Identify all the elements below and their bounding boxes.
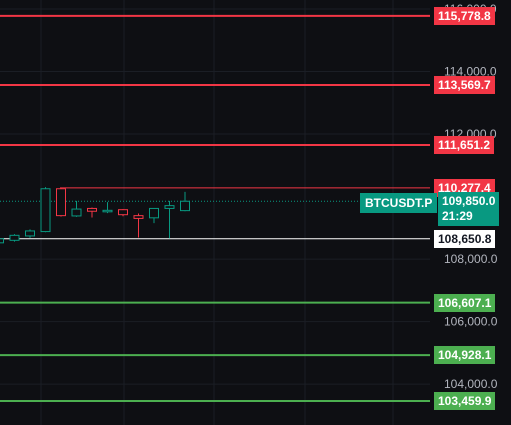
candle [149,207,159,224]
price-tick-label: 114,000.0 [444,65,497,79]
candle-body [87,207,97,212]
candle-body [71,208,82,217]
horizontal-line-price-label: 108,650.8 [434,229,496,248]
candle [180,191,190,212]
candle [118,209,128,217]
candle [164,200,175,239]
price-tick-label: 104,000.0 [444,377,498,391]
candle [102,202,113,214]
horizontal-levels[interactable] [0,14,430,403]
resistance-price-label: 115,778.8 [434,6,495,25]
bar-countdown: 21:29 [442,209,473,223]
support-price-label: 106,607.1 [434,293,496,312]
candle-body [9,234,20,241]
candle-body [133,215,144,219]
symbol-label: BTCUSDT.P [360,193,438,213]
candle-body [180,200,190,212]
last-price-label: 109,850.0 21:29 [438,192,500,226]
candle-body [40,188,51,233]
last-price-value: 109,850.0 [442,194,496,208]
support-price-label: 104,928.1 [434,346,496,365]
candle-body [25,230,35,237]
candle [71,200,82,217]
candle-body [56,188,66,217]
resistance-price-label: 111,651.2 [434,135,495,154]
candle-body [149,207,159,219]
candle [9,234,20,242]
candle [56,187,66,217]
candle-body [164,205,175,209]
candles [0,187,190,244]
price-tick-label: 106,000.0 [444,315,498,329]
candle [87,207,97,218]
candle [0,238,4,244]
candle-body [0,238,4,244]
candle [133,213,144,238]
candle [25,229,35,238]
resistance-price-label: 113,569.7 [434,75,495,94]
support-price-label: 103,459.9 [434,392,496,410]
candle-body [118,209,128,216]
price-tick-label: 108,000.0 [444,252,498,266]
candle [40,187,51,233]
candle-body [102,209,113,213]
